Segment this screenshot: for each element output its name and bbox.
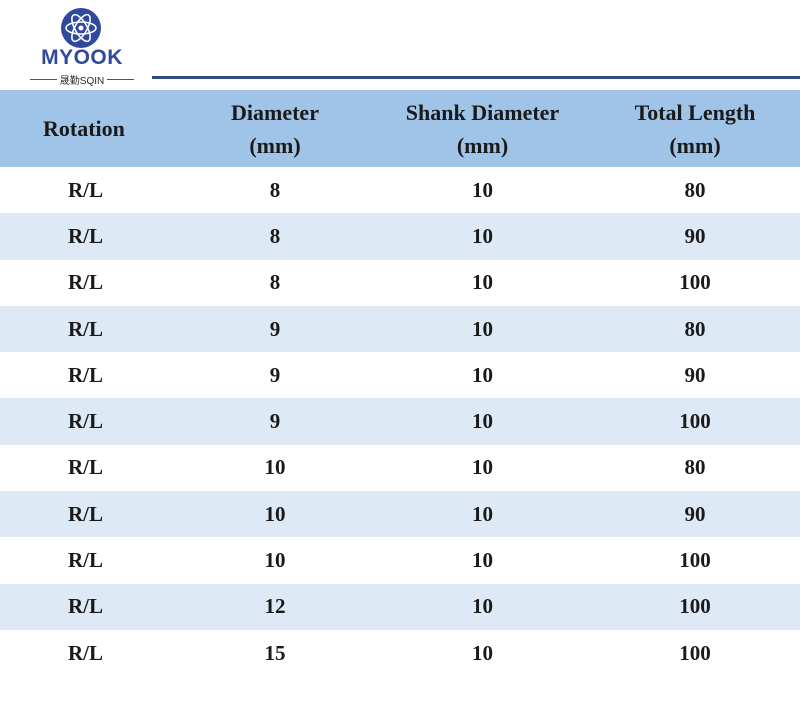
header-diameter: Diameter (mm) bbox=[175, 90, 375, 167]
cell-total-length: 80 bbox=[684, 177, 706, 202]
header-total-length: Total Length (mm) bbox=[590, 90, 800, 167]
header-diameter-label: Diameter bbox=[231, 99, 319, 125]
cell-rotation: R/L bbox=[68, 270, 104, 295]
cell-shank-diameter: 10 bbox=[472, 640, 493, 665]
header-shank-diameter: Shank Diameter (mm) bbox=[375, 90, 590, 167]
cell-rotation: R/L bbox=[68, 455, 104, 480]
table-row: R/L 15 10 100 bbox=[0, 629, 800, 677]
table-row: R/L 10 10 80 bbox=[0, 444, 800, 492]
cell-diameter: 10 bbox=[264, 501, 286, 526]
cell-total-length: 100 bbox=[679, 270, 711, 295]
divider bbox=[107, 78, 135, 80]
brand-name: MYOOK bbox=[41, 46, 123, 69]
header-shank-unit: (mm) bbox=[456, 132, 509, 158]
cell-diameter: 15 bbox=[264, 640, 286, 665]
table-row: R/L 10 10 90 bbox=[0, 491, 800, 538]
table-row: R/L 9 10 90 bbox=[0, 352, 800, 399]
cell-rotation: R/L bbox=[68, 177, 104, 202]
cell-rotation: R/L bbox=[68, 501, 104, 526]
brand-logo: MYOOK 晟勤SQIN bbox=[30, 6, 135, 87]
cell-shank-diameter: 10 bbox=[472, 548, 493, 573]
cell-rotation: R/L bbox=[68, 362, 104, 387]
header-rotation: Rotation bbox=[0, 90, 175, 167]
header-diameter-unit: (mm) bbox=[249, 132, 301, 158]
atom-globe-icon bbox=[61, 8, 101, 48]
header-shank-label: Shank Diameter bbox=[405, 99, 560, 125]
cell-total-length: 100 bbox=[679, 594, 711, 619]
header-rule bbox=[152, 76, 800, 79]
cell-rotation: R/L bbox=[68, 409, 104, 434]
cell-diameter: 8 bbox=[269, 223, 281, 248]
cell-diameter: 10 bbox=[264, 455, 286, 480]
header-length-unit: (mm) bbox=[669, 132, 721, 158]
cell-total-length: 80 bbox=[684, 316, 706, 341]
cell-diameter: 12 bbox=[264, 594, 286, 619]
spec-table: Rotation Diameter (mm) Shank Diameter (m… bbox=[0, 90, 800, 677]
header-rotation-label: Rotation bbox=[43, 116, 125, 141]
table-header-row: Rotation Diameter (mm) Shank Diameter (m… bbox=[0, 90, 800, 167]
cell-shank-diameter: 10 bbox=[472, 270, 493, 295]
cell-shank-diameter: 10 bbox=[472, 223, 493, 248]
cell-total-length: 100 bbox=[679, 640, 711, 665]
table-row: R/L 8 10 100 bbox=[0, 259, 800, 306]
cell-shank-diameter: 10 bbox=[472, 455, 493, 480]
brand-subtitle-text: 晟勤SQIN bbox=[59, 75, 105, 87]
cell-total-length: 90 bbox=[684, 362, 706, 387]
cell-rotation: R/L bbox=[68, 548, 104, 573]
cell-shank-diameter: 10 bbox=[472, 177, 493, 202]
cell-diameter: 8 bbox=[269, 177, 281, 202]
cell-diameter: 9 bbox=[269, 316, 281, 341]
cell-shank-diameter: 10 bbox=[472, 362, 493, 387]
table-row: R/L 10 10 100 bbox=[0, 537, 800, 584]
table-row: R/L 9 10 80 bbox=[0, 305, 800, 353]
cell-total-length: 90 bbox=[684, 501, 706, 526]
cell-diameter: 9 bbox=[269, 409, 281, 434]
cell-total-length: 100 bbox=[679, 548, 711, 573]
divider bbox=[30, 78, 57, 80]
table-row: R/L 12 10 100 bbox=[0, 583, 800, 630]
cell-rotation: R/L bbox=[68, 640, 104, 665]
cell-shank-diameter: 10 bbox=[472, 316, 493, 341]
cell-total-length: 80 bbox=[684, 455, 706, 480]
cell-total-length: 90 bbox=[684, 223, 706, 248]
brand-subtitle: 晟勤SQIN bbox=[30, 72, 135, 87]
cell-rotation: R/L bbox=[68, 316, 104, 341]
cell-diameter: 10 bbox=[264, 548, 286, 573]
table-row: R/L 9 10 100 bbox=[0, 398, 800, 445]
table-row: R/L 8 10 80 bbox=[0, 167, 800, 214]
cell-rotation: R/L bbox=[68, 594, 104, 619]
cell-shank-diameter: 10 bbox=[472, 501, 493, 526]
header-length-label: Total Length bbox=[634, 99, 756, 125]
cell-rotation: R/L bbox=[68, 223, 104, 248]
table-row: R/L 8 10 90 bbox=[0, 213, 800, 260]
cell-total-length: 100 bbox=[679, 409, 711, 434]
cell-diameter: 9 bbox=[269, 362, 281, 387]
cell-diameter: 8 bbox=[269, 270, 281, 295]
cell-shank-diameter: 10 bbox=[472, 594, 493, 619]
cell-shank-diameter: 10 bbox=[472, 409, 493, 434]
